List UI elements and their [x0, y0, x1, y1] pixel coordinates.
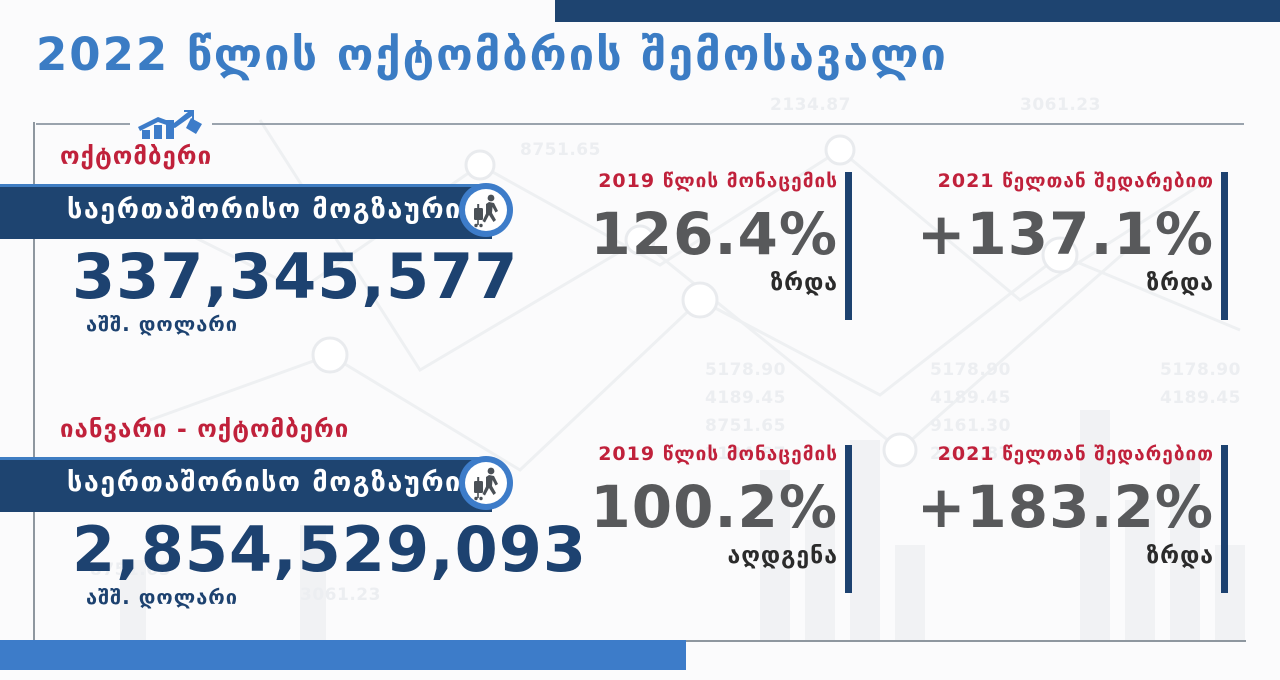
stat-panel-2019: 2019 წლის მონაცემის 100.2% აღდგენა [590, 443, 852, 603]
stat-divider [1221, 445, 1228, 593]
stat-value: +183.2% [916, 473, 1214, 541]
page-title: 2022 წლის ოქტომბრის შემოსავალი [36, 28, 948, 81]
currency-label: აშშ. დოლარი [86, 585, 239, 609]
stat-title: 2019 წლის მონაცემის [598, 443, 838, 465]
period-label: იანვარი - ოქტომბერი [60, 415, 350, 443]
stat-value: 126.4% [590, 200, 838, 268]
divider-line-right [212, 123, 1244, 125]
stat-title: 2021 წელთან შედარებით [937, 443, 1214, 465]
category-label: საერთაშორისო მოგზაური [67, 194, 462, 225]
top-accent-bar [555, 0, 1280, 22]
stat-divider [845, 445, 852, 593]
stat-panel-2019: 2019 წლის მონაცემის 126.4% ზრდა [590, 170, 852, 330]
primary-value: 337,345,577 [72, 240, 519, 313]
title-divider [36, 110, 1244, 140]
stat-panel-2021: 2021 წელთან შედარებით +137.1% ზრდა [917, 170, 1228, 330]
stat-subtitle: ზრდა [770, 270, 838, 296]
stat-divider [1221, 172, 1228, 320]
stat-subtitle: ზრდა [1146, 270, 1214, 296]
stat-panel-2021: 2021 წელთან შედარებით +183.2% ზრდა [917, 443, 1228, 603]
stat-value: +137.1% [916, 200, 1214, 268]
stat-subtitle: აღდგენა [727, 543, 838, 569]
traveler-luggage-icon [459, 456, 513, 510]
stat-title: 2021 წელთან შედარებით [937, 170, 1214, 192]
stat-value: 100.2% [590, 473, 838, 541]
growth-chart-icon [138, 110, 202, 139]
primary-value: 2,854,529,093 [72, 513, 588, 586]
traveler-luggage-icon [459, 183, 513, 237]
stat-divider [845, 172, 852, 320]
divider-line-left [36, 123, 130, 125]
currency-label: აშშ. დოლარი [86, 312, 239, 336]
stat-subtitle: ზრდა [1146, 543, 1214, 569]
bottom-accent-bar [0, 640, 686, 670]
stat-title: 2019 წლის მონაცემის [598, 170, 838, 192]
period-label: ოქტომბერი [60, 142, 213, 170]
category-label: საერთაშორისო მოგზაური [67, 467, 462, 498]
